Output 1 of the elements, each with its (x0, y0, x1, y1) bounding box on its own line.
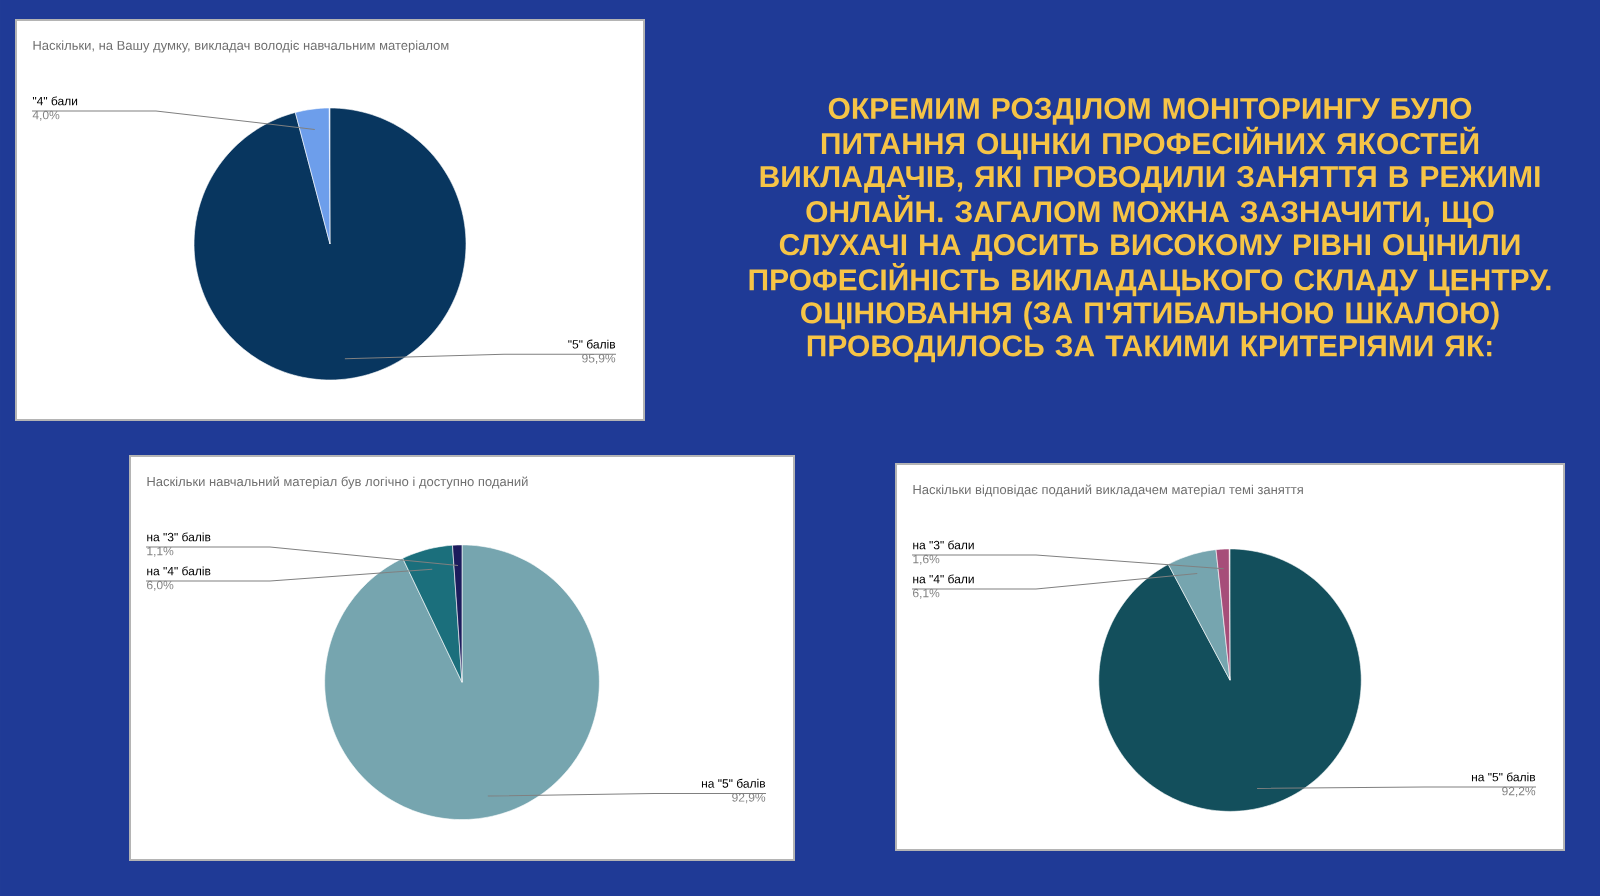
text: ОКРЕМИМ РОЗДІЛОМ МОНІТОРИНГУ БУЛО ПИТАННЯ ОЦІНКИ ПРОФЕСІЙНИХ ЯКОСТЕЙ ВИКЛАДАЧІВ, ЯКІ ПРОВОДИЛИ ЗАНЯТТЯ В РЕЖИМІ ОНЛАЙН. ЗАГАЛОМ МОЖНА ЗАЗНАЧИТИ, ЩО СЛУХАЧІ НА ДОСИТЬ ВИСОКОМУ РІВНІ ОЦІНИЛИ ПРОФЕСІЙНІСТЬ ВИКЛАДАЦЬКОГО СКЛАДУ ЦЕНТРУ. ОЦІНЮВАННЯ (ЗА П'ЯТИБАЛЬНОЮ ШКАЛОЮ) ПРОВОДИЛОСЬ ЗА ТАКИМИ КРИТЕРІЯМИ ЯК: (749, 97, 1551, 363)
